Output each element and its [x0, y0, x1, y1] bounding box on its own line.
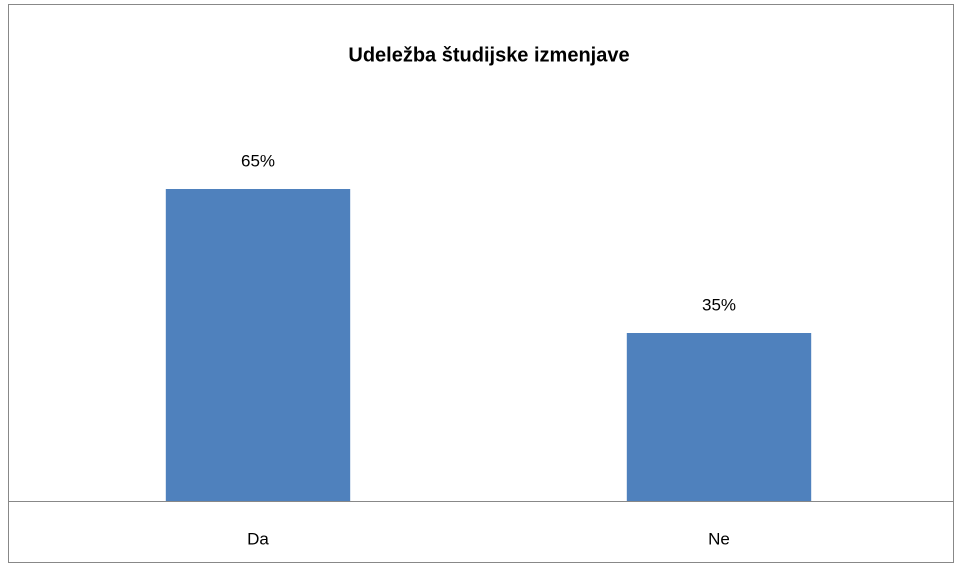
data-label: 65% — [241, 151, 275, 170]
chart-title: Udeležba študijske izmenjave — [348, 44, 629, 66]
chart-frame — [8, 4, 954, 563]
bar — [165, 189, 351, 501]
x-tick-label: Da — [247, 529, 269, 548]
bar — [626, 333, 812, 501]
x-tick-label: Ne — [708, 529, 730, 548]
data-label: 35% — [702, 295, 736, 314]
